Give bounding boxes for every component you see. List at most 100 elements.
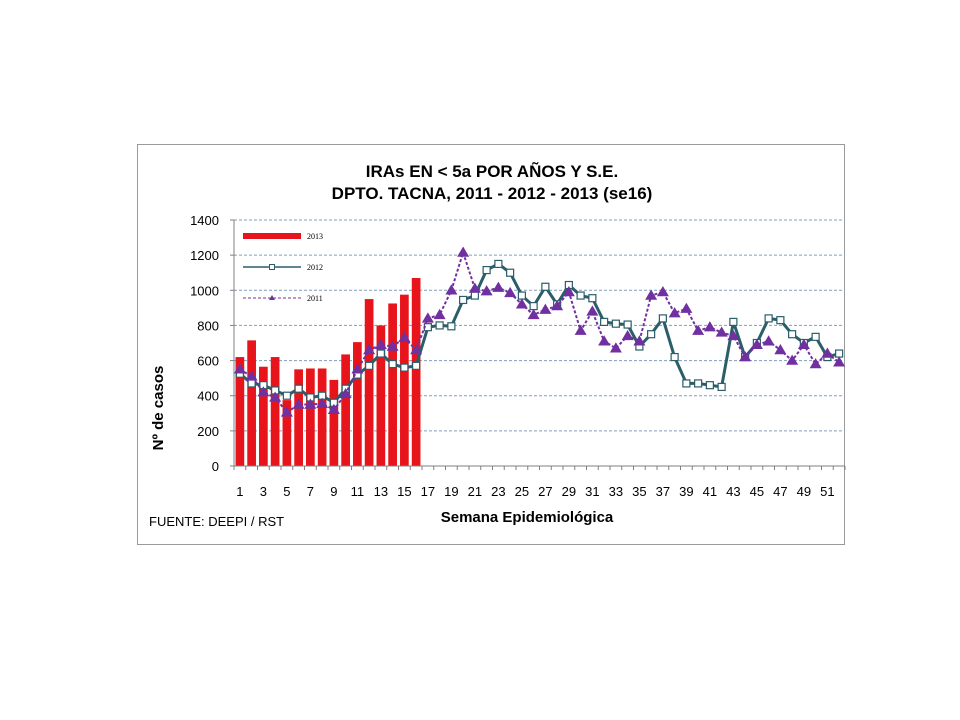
point-2012 (541, 282, 550, 291)
point-2012 (835, 349, 844, 358)
chart-frame: IRAs EN < 5a POR AÑOS Y S.E. DPTO. TACNA… (137, 144, 846, 545)
x-tick-label: 25 (515, 484, 529, 499)
x-tick-label: 33 (609, 484, 623, 499)
point-2011 (821, 347, 834, 358)
point-2012 (376, 349, 385, 358)
y-tick-label: 1000 (190, 283, 219, 298)
point-2012 (365, 361, 374, 370)
x-tick-label: 37 (656, 484, 670, 499)
point-2012 (506, 268, 515, 277)
point-2011 (668, 307, 681, 318)
point-2012 (400, 363, 409, 372)
x-tick-label: 43 (726, 484, 740, 499)
bar-2013 (411, 277, 421, 466)
x-tick-label: 23 (491, 484, 505, 499)
point-2011 (809, 358, 822, 369)
bar-2013 (329, 379, 339, 466)
point-2012 (682, 379, 691, 388)
point-2011 (692, 324, 705, 335)
point-2012 (647, 330, 656, 339)
point-2012 (529, 302, 538, 311)
point-2011 (586, 305, 599, 316)
axes (230, 219, 846, 470)
bar-2013 (353, 342, 362, 466)
legend: 2013 2012 2011 (243, 232, 323, 303)
x-tick-label: 11 (351, 484, 365, 499)
x-tick-label: 7 (307, 484, 314, 499)
point-2011 (833, 356, 846, 367)
point-2012 (294, 384, 303, 393)
legend-label-2012: 2012 (307, 263, 323, 272)
chart-title-line1: IRAs EN < 5a POR AÑOS Y S.E. (366, 161, 618, 181)
x-tick-label: 49 (797, 484, 811, 499)
point-2011 (598, 335, 611, 346)
point-2011 (480, 285, 493, 296)
x-tick-label: 51 (820, 484, 834, 499)
bar-2013 (317, 368, 327, 466)
point-2012 (811, 332, 820, 341)
bar-2013 (364, 299, 374, 466)
point-2011 (410, 344, 423, 355)
bar-2013 (341, 354, 350, 466)
y-tick-label: 1200 (190, 248, 219, 263)
point-2012 (247, 379, 256, 388)
point-2011 (750, 338, 763, 349)
point-2012 (412, 361, 421, 370)
point-2011 (257, 386, 270, 397)
point-2011 (786, 354, 799, 365)
point-2012 (517, 291, 526, 300)
point-2011 (492, 281, 505, 292)
point-2012 (623, 320, 632, 329)
bar-2013 (247, 340, 256, 466)
point-2011 (245, 370, 258, 381)
x-tick-label: 47 (773, 484, 787, 499)
point-2011 (539, 303, 552, 314)
x-tick-label: 39 (679, 484, 693, 499)
x-axis-title: Semana Epidemiológica (441, 509, 614, 526)
point-2011 (703, 321, 716, 332)
bar-2013 (400, 294, 409, 466)
point-2012 (588, 294, 597, 303)
bars-2013 (235, 277, 421, 466)
point-2011 (280, 406, 293, 417)
x-tick-label: 9 (330, 484, 337, 499)
iras-chart: IRAs EN < 5a POR AÑOS Y S.E. DPTO. TACNA… (149, 161, 846, 529)
point-2011 (445, 284, 458, 295)
point-2011 (374, 338, 387, 349)
x-tick-label: 35 (632, 484, 646, 499)
point-2012 (447, 322, 456, 331)
point-2012 (670, 352, 679, 362)
point-2011 (574, 324, 587, 335)
point-2012 (611, 319, 620, 328)
point-2011 (316, 397, 329, 408)
x-tick-label: 45 (750, 484, 764, 499)
x-tick-label: 13 (374, 484, 388, 499)
point-2012 (600, 317, 609, 327)
x-tick-label: 1 (236, 484, 243, 499)
point-2011 (762, 335, 775, 346)
bar-2013 (282, 400, 292, 466)
x-tick-label: 3 (260, 484, 267, 499)
point-2012 (729, 317, 738, 327)
point-2011 (398, 331, 411, 342)
point-2011 (562, 286, 575, 297)
bar-2013 (306, 368, 315, 466)
legend-swatch-2013 (243, 233, 301, 239)
point-2011 (797, 338, 810, 349)
x-tick-label: 29 (562, 484, 576, 499)
bar-2013 (270, 357, 280, 466)
series-lines (233, 246, 846, 417)
point-2011 (551, 300, 564, 311)
y-axis-title: Nº de casos (150, 366, 167, 451)
point-2011 (363, 344, 376, 355)
y-tick-label: 200 (197, 424, 219, 439)
line-2012 (238, 262, 840, 405)
point-2011 (621, 329, 634, 341)
legend-marker-2012 (269, 264, 275, 270)
point-2011 (504, 286, 517, 298)
point-2012 (282, 391, 291, 400)
point-2011 (421, 312, 434, 323)
point-2012 (788, 330, 797, 339)
point-2012 (658, 314, 667, 323)
bar-2013 (376, 325, 386, 466)
